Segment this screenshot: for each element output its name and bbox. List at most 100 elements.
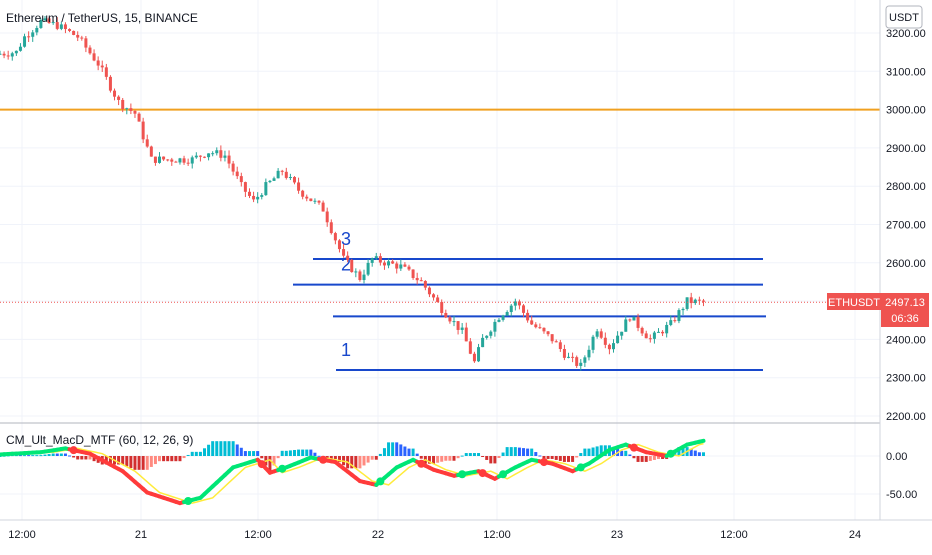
candle-body xyxy=(301,191,304,197)
candle-body xyxy=(604,338,607,345)
candle-body xyxy=(399,264,402,268)
histogram-bar xyxy=(154,456,157,464)
histogram-bar xyxy=(547,456,550,459)
candle-body xyxy=(68,29,71,31)
histogram-bar xyxy=(281,451,284,456)
histogram-bar xyxy=(563,456,566,462)
histogram-bar xyxy=(358,456,361,468)
candle-body xyxy=(403,264,406,266)
candle-body xyxy=(489,332,492,336)
candle-body xyxy=(133,111,136,114)
histogram-bar xyxy=(43,455,46,456)
time-tick-label: 12:00 xyxy=(483,529,511,541)
candle-body xyxy=(645,333,648,338)
histogram-bar xyxy=(502,453,505,456)
candle-body xyxy=(93,53,96,60)
candle-body xyxy=(84,38,87,47)
candle-body xyxy=(526,313,529,321)
candle-body xyxy=(183,158,186,162)
candle-body xyxy=(682,309,685,310)
cross-dot xyxy=(184,497,192,505)
currency-button[interactable]: USDT xyxy=(886,6,922,28)
indicator-title[interactable]: CM_Ult_MacD_MTF (60, 12, 26, 9) xyxy=(6,433,193,447)
histogram-bar xyxy=(256,451,259,456)
histogram-bar xyxy=(313,453,316,456)
histogram-bar xyxy=(138,456,141,470)
histogram-bar xyxy=(84,456,87,459)
candle-body xyxy=(170,159,173,161)
currency-label: USDT xyxy=(889,12,919,24)
histogram-bar xyxy=(575,456,578,457)
candle-body xyxy=(506,312,509,316)
histogram-bar xyxy=(301,450,304,456)
candle-body xyxy=(559,342,562,349)
histogram-bar xyxy=(223,441,226,456)
candle-body xyxy=(579,363,582,366)
candle-body xyxy=(158,157,161,163)
histogram-bar xyxy=(48,454,51,456)
histogram-bar xyxy=(248,451,251,456)
histogram-bar xyxy=(702,452,705,456)
candle-body xyxy=(166,159,169,160)
candle-body xyxy=(628,319,631,320)
candle-body xyxy=(277,171,280,178)
histogram-bar xyxy=(166,456,169,461)
price-tick-label: 3100.00 xyxy=(886,66,926,78)
candle-body xyxy=(273,178,276,181)
histogram-bar xyxy=(538,456,541,457)
histogram-bar xyxy=(240,448,243,456)
candle-body xyxy=(522,305,525,312)
histogram-bar xyxy=(334,456,337,459)
candle-body xyxy=(530,320,533,324)
histogram-bar xyxy=(215,441,218,456)
candle-body xyxy=(19,47,22,51)
candle-body xyxy=(461,328,464,330)
candle-body xyxy=(211,153,214,154)
histogram-bar xyxy=(489,456,492,463)
candle-body xyxy=(452,321,455,322)
candle-body xyxy=(248,192,251,196)
candle-body xyxy=(567,357,570,358)
candle-body xyxy=(538,327,541,328)
price-tick-label: 3000.00 xyxy=(886,105,926,117)
candle-body xyxy=(583,357,586,362)
histogram-bar xyxy=(510,447,513,456)
candle-body xyxy=(354,271,357,272)
candle-body xyxy=(178,158,181,162)
candle-body xyxy=(7,55,10,56)
candle-body xyxy=(203,157,206,158)
candle-body xyxy=(281,171,284,172)
histogram-bar xyxy=(244,451,247,456)
histogram-bar xyxy=(60,454,63,456)
histogram-bar xyxy=(485,456,488,460)
candle-body xyxy=(641,328,644,334)
candle-body xyxy=(31,32,34,36)
histogram-bar xyxy=(367,456,370,463)
histogram-bar xyxy=(285,451,288,456)
candle-body xyxy=(677,310,680,321)
candle-body xyxy=(97,60,100,65)
candle-body xyxy=(686,297,689,309)
histogram-bar xyxy=(473,453,476,456)
candle-body xyxy=(420,280,423,281)
histogram-bar xyxy=(68,456,71,457)
candle-body xyxy=(637,317,640,328)
candle-body xyxy=(264,182,267,195)
histogram-bar xyxy=(448,456,451,461)
histogram-bar xyxy=(76,456,79,459)
candle-body xyxy=(387,261,390,265)
histogram-bar xyxy=(420,456,423,459)
histogram-bar xyxy=(211,441,214,456)
candle-body xyxy=(592,337,595,350)
chart-title: Ethereum / TetherUS, 15, BINANCE xyxy=(6,11,198,25)
histogram-bar xyxy=(236,444,239,456)
histogram-bar xyxy=(293,450,296,456)
histogram-bar xyxy=(628,455,631,456)
candle-body xyxy=(632,317,635,321)
candle-body xyxy=(195,156,198,158)
histogram-bar xyxy=(416,454,419,456)
candle-body xyxy=(436,297,439,302)
macd-line-segment xyxy=(699,441,703,442)
candle-body xyxy=(117,97,120,100)
